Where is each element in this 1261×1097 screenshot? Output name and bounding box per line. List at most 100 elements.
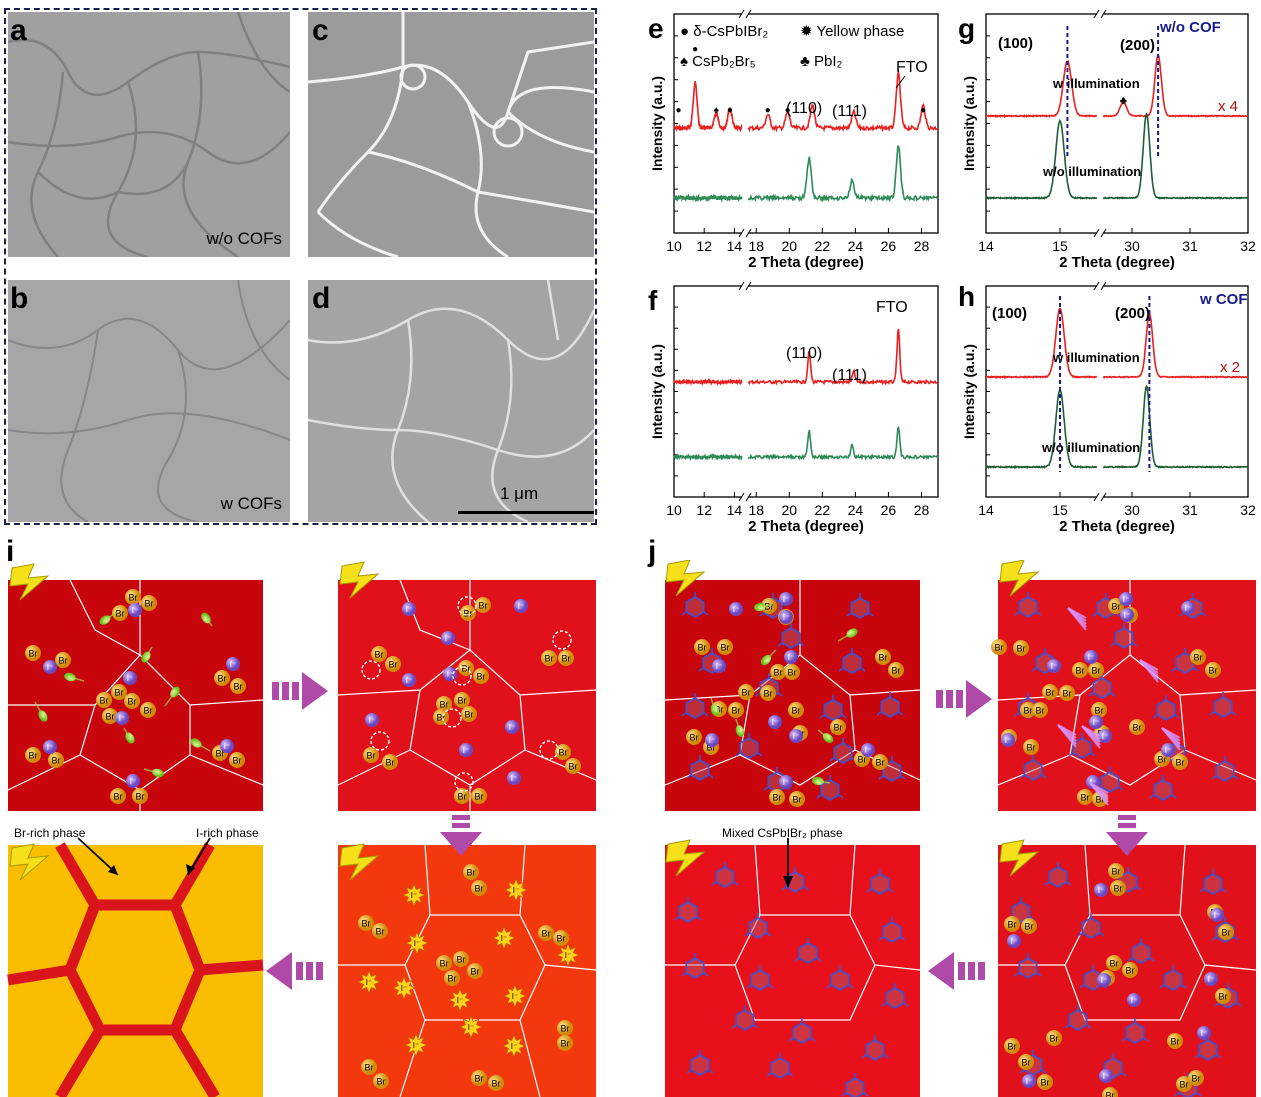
br-ion xyxy=(471,1070,487,1086)
i-ion-label: I⁻ xyxy=(1102,732,1108,741)
br-ion xyxy=(48,752,64,768)
br-ion xyxy=(1167,1033,1183,1049)
br-ion xyxy=(488,1075,504,1091)
i-ion xyxy=(514,599,528,613)
i-ion-label: I⁻ xyxy=(783,595,789,604)
cof-link xyxy=(731,1005,759,1029)
sem-image-b: b w COFs xyxy=(8,280,290,522)
cof-link xyxy=(777,623,805,647)
cof-link xyxy=(819,695,847,719)
i-ion-label: I⁻ xyxy=(501,934,507,943)
br-ion xyxy=(125,589,141,605)
cof-unit xyxy=(833,742,853,764)
cof-link xyxy=(1152,695,1180,719)
x-tick-label: 14 xyxy=(727,502,743,518)
axis-break-mark xyxy=(1093,492,1107,502)
br-ion-label: Br xyxy=(1041,1078,1050,1088)
scheme-i: Br Br Br Br Br Br Br Br Br Br Br Br Br Br Br Br Br Br I⁻ I⁻… xyxy=(0,560,620,1097)
legend-entry: ✹ Yellow phase xyxy=(800,23,904,40)
br-ion xyxy=(96,692,112,708)
br-ion-label: Br xyxy=(1063,689,1072,699)
br-ion-label: Br xyxy=(1036,706,1045,716)
br-ion xyxy=(111,684,127,700)
cof-unit xyxy=(715,866,735,888)
i-ion-label: I⁻ xyxy=(709,736,715,745)
i-ion xyxy=(861,743,875,757)
i-ion-label: I⁻ xyxy=(865,746,871,755)
br-ion-label: Br xyxy=(233,756,242,766)
br-ion xyxy=(141,595,157,611)
br-ion xyxy=(1004,1038,1020,1054)
peak-marker: ● xyxy=(692,44,698,55)
grain-texture xyxy=(308,280,594,522)
cof-unit xyxy=(685,596,705,618)
br-ion xyxy=(471,788,487,804)
br-ion-label: Br xyxy=(475,1074,484,1084)
i-ion-label: I⁻ xyxy=(1201,1029,1207,1038)
cof-link xyxy=(846,593,874,617)
br-ion xyxy=(1122,962,1138,978)
cof-unit xyxy=(845,1077,865,1097)
carrier-trail xyxy=(195,742,211,752)
br-ion-label: Br xyxy=(1209,666,1218,676)
i-ion xyxy=(115,711,129,725)
br-ion-label: Br xyxy=(1096,795,1105,805)
panel-letter-a: a xyxy=(10,14,27,47)
cof-link xyxy=(1149,775,1177,799)
br-ion-label: Br xyxy=(471,967,480,977)
i-ion-label: I⁻ xyxy=(1165,746,1171,755)
panel-letter-h: h xyxy=(958,282,975,312)
x-tick-label: 22 xyxy=(815,238,831,254)
i-ion-label: I⁻ xyxy=(1101,976,1107,985)
i-ion xyxy=(768,715,782,729)
br-ion xyxy=(433,709,449,725)
br-ion xyxy=(1018,1054,1034,1070)
br-ion-label: Br xyxy=(542,929,551,939)
scale-bar-label: 1 μm xyxy=(500,484,539,503)
br-ion xyxy=(112,605,128,621)
legend-entry: ♠ CsPb₂Br₅ xyxy=(680,53,756,70)
cof-link xyxy=(1179,593,1207,617)
chart-title: w/o COF xyxy=(1159,19,1221,36)
cof-link xyxy=(681,693,709,717)
br-ion xyxy=(358,915,374,931)
br-ion-label: Br xyxy=(440,959,449,969)
i-ion xyxy=(126,774,140,788)
i-ion-label: I⁻ xyxy=(414,939,420,948)
i-ion-label: I⁻ xyxy=(130,777,136,786)
br-ion xyxy=(460,605,476,621)
br-ion xyxy=(25,645,41,661)
i-ion-label: I⁻ xyxy=(406,676,412,685)
light-ray xyxy=(1067,607,1087,631)
i-ion-label: I⁻ xyxy=(401,984,407,993)
br-ion-label: Br xyxy=(561,1039,570,1049)
carrier-trail xyxy=(69,676,85,682)
i-rich-label: I-rich phase xyxy=(196,826,259,840)
cof-unit xyxy=(823,699,843,721)
br-ion-label: Br xyxy=(1112,602,1121,612)
cof-link xyxy=(686,755,714,779)
i-ion-label: I⁻ xyxy=(513,886,519,895)
cof-link xyxy=(1121,1018,1149,1042)
br-ion xyxy=(991,639,1007,655)
i-ion-label: I⁻ xyxy=(411,891,417,900)
br-ion-label: Br xyxy=(389,660,398,670)
i-ion-label: I⁻ xyxy=(445,634,451,643)
br-ion-label: Br xyxy=(218,674,227,684)
i-ion xyxy=(459,743,473,757)
cof-unit xyxy=(882,921,902,943)
i-ion xyxy=(1161,743,1175,757)
i-ion-label: I⁻ xyxy=(1088,653,1094,662)
br-ion-label: Br xyxy=(690,733,699,743)
axis-break-mark xyxy=(738,228,752,238)
i-ion-label: I⁻ xyxy=(733,605,739,614)
panel-letter-e: e xyxy=(648,13,664,44)
cof-link xyxy=(735,733,763,757)
i-ion-label: I⁻ xyxy=(1098,886,1104,895)
br-ion-label: Br xyxy=(1046,688,1055,698)
br-ion-label: Br xyxy=(216,749,225,759)
vacancy xyxy=(552,630,572,650)
x-tick-label: 32 xyxy=(1240,238,1256,254)
i-ion-label: I⁻ xyxy=(1005,736,1011,745)
br-ion-label: Br xyxy=(448,974,457,984)
